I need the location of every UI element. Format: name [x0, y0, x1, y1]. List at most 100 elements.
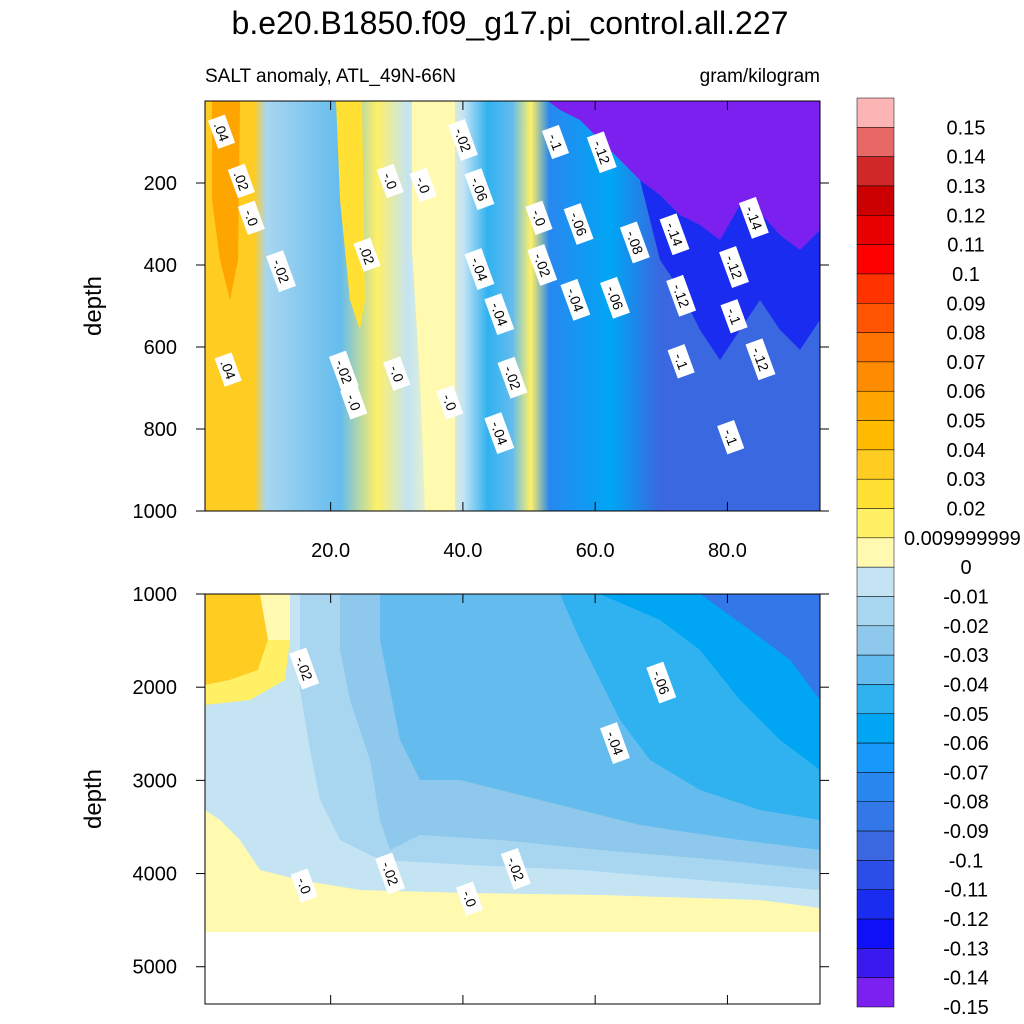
- colorbar-label: -0.01: [943, 586, 989, 608]
- colorbar-swatch: [856, 566, 895, 597]
- colorbar-swatch: [856, 273, 895, 304]
- contour-label-text: -.0: [380, 171, 401, 192]
- contour-label: -.1: [717, 420, 745, 455]
- contour-label-text: -.08: [623, 228, 646, 256]
- colorbar: 0.15 0.14 0.13 0.12 0.11 0.1 0.09 0.08 0.07 0.06 0…: [856, 97, 1021, 1019]
- contour-label-text: -.02: [269, 257, 292, 285]
- contour-label-text: -.0: [439, 392, 460, 413]
- lower-salty-region: [205, 594, 268, 685]
- y-axis-label-lower: depth: [80, 769, 107, 829]
- colorbar-swatch: [856, 420, 895, 451]
- colorbar-swatch: [856, 449, 895, 480]
- contour-label-box: [266, 250, 297, 293]
- colorbar-swatch: [856, 948, 895, 978]
- contour-label: -.04: [464, 248, 495, 291]
- chart-title: b.e20.B1850.f09_g17.pi_control.all.227: [232, 5, 789, 41]
- y-tick-label: 800: [144, 419, 177, 441]
- contour-label: -.02: [500, 847, 531, 890]
- contour-label-text: -.1: [545, 132, 566, 153]
- colorbar-label: -0.15: [943, 997, 989, 1019]
- contour-label: -.1: [667, 344, 695, 379]
- contour-label-box: [409, 167, 437, 203]
- contour-label-box: [328, 350, 359, 393]
- contour-label: -.0: [409, 167, 437, 203]
- colorbar-swatch: [856, 889, 895, 920]
- contour-label-text: -.06: [603, 284, 626, 312]
- contour-label-text: -.04: [488, 419, 511, 447]
- y-axis-label-upper: depth: [80, 276, 107, 336]
- colorbar-label: 0.11: [947, 235, 984, 257]
- colorbar-label: -0.09: [943, 821, 989, 843]
- colorbar-label: 0.13: [947, 176, 986, 198]
- colorbar-label: -0.04: [943, 674, 989, 696]
- x-tick-label: 20.0: [311, 540, 350, 562]
- colorbar-swatch: [856, 185, 895, 216]
- contour-label: -.0: [436, 385, 464, 420]
- y-tick-label: 5000: [133, 957, 178, 979]
- y-tick-label: 400: [144, 255, 177, 277]
- colorbar-label: -0.08: [943, 792, 989, 814]
- upper-purple-region: [548, 101, 820, 250]
- contour-label-box: [484, 293, 515, 336]
- contour-labels: .04 .02 -.0 -.02 .04 -.02 -.0 .02 -.0 -.0 -.0 -.0 -.…: [207, 114, 776, 916]
- contour-label-box: [376, 163, 404, 199]
- colorbar-swatch: [856, 801, 895, 832]
- contour-label: -.0: [383, 356, 411, 391]
- contour-label: .02: [227, 163, 255, 199]
- contour-label-box: [560, 278, 591, 321]
- y-tick-label: 4000: [133, 864, 178, 886]
- contour-label-box: [719, 246, 749, 288]
- contour-label-text: -.0: [459, 888, 480, 909]
- upper-panel: [204, 100, 821, 512]
- colorbar-swatch: [856, 742, 895, 773]
- contour-label-text: -.14: [742, 204, 765, 232]
- colorbar-swatch: [856, 97, 895, 128]
- y-tick-label: 2000: [133, 677, 178, 699]
- contour-label: -.14: [659, 213, 690, 256]
- contour-label-box: [666, 274, 697, 317]
- contour-label-box: [237, 200, 265, 236]
- upper-orange-streak: [212, 101, 240, 300]
- colorbar-label: 0.14: [947, 147, 986, 169]
- contour-label-box: [290, 868, 318, 903]
- colorbar-swatch: [856, 303, 895, 333]
- contour-label-box: [289, 647, 320, 690]
- colorbar-swatch: [856, 508, 895, 539]
- contour-label-text: -.0: [386, 363, 407, 384]
- contour-label: -.12: [586, 131, 617, 174]
- colorbar-swatch: [856, 390, 895, 421]
- y-tick-label: 200: [144, 173, 177, 195]
- colorbar-swatch: [856, 596, 895, 627]
- contour-label-text: -.14: [663, 220, 686, 248]
- colorbar-label: 0.02: [947, 499, 986, 521]
- x-tick-label: 40.0: [443, 540, 482, 562]
- colorbar-swatch: [856, 332, 895, 363]
- contour-label-text: -.02: [501, 364, 524, 392]
- contour-label-box: [464, 248, 495, 291]
- colorbar-swatch: [856, 918, 895, 949]
- upper-blue-region: [660, 260, 820, 511]
- contour-label-box: [464, 168, 495, 211]
- colorbar-label: 0.03: [947, 469, 986, 491]
- contour-label-text: -.02: [293, 654, 316, 682]
- contour-label-text: -.02: [504, 855, 527, 883]
- contour-label: -.06: [464, 168, 495, 211]
- contour-label-text: -.1: [671, 351, 692, 372]
- contour-label-box: [500, 847, 531, 890]
- contour-label-box: [619, 221, 650, 264]
- x-axis-ticks: 20.0 40.0 60.0 80.0: [311, 101, 747, 1004]
- contour-label: -.06: [563, 203, 594, 245]
- contour-label-box: [455, 881, 484, 916]
- colorbar-swatch: [856, 127, 895, 157]
- contour-label-box: [497, 356, 528, 399]
- contour-label: -.0: [455, 881, 484, 916]
- contour-label-text: -.02: [531, 251, 554, 279]
- units-label: gram/kilogram: [700, 66, 820, 87]
- contour-label-text: -.0: [294, 875, 315, 896]
- contour-label: -.12: [745, 338, 776, 381]
- contour-label-text: -.12: [722, 253, 745, 281]
- contour-label: -.12: [719, 246, 749, 288]
- colorbar-swatch: [856, 684, 895, 715]
- colorbar-label: -0.11: [944, 880, 988, 902]
- contour-label: -.02: [289, 647, 320, 690]
